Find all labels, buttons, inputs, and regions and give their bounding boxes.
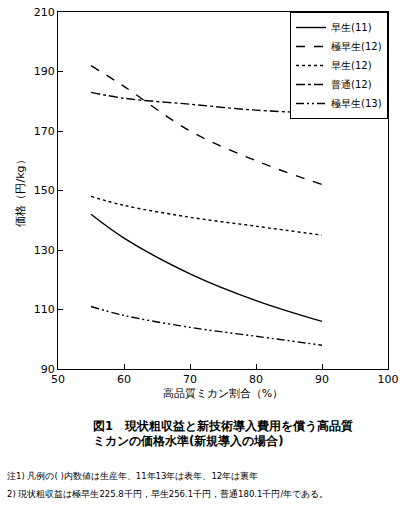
svg-text:普通(12): 普通(12) (331, 79, 372, 90)
svg-text:170: 170 (34, 125, 55, 138)
svg-text:80: 80 (249, 373, 263, 386)
svg-text:70: 70 (183, 373, 197, 386)
svg-text:価格（円/kg）: 価格（円/kg） (14, 154, 27, 226)
svg-text:90: 90 (315, 373, 329, 386)
svg-text:早生(12): 早生(12) (331, 60, 372, 71)
svg-text:210: 210 (34, 6, 55, 19)
svg-text:極早生(13): 極早生(13) (331, 98, 382, 109)
svg-text:注1) 凡例の( )内数値は生産年、11年13年は表年、12: 注1) 凡例の( )内数値は生産年、11年13年は表年、12年は裏年 (7, 471, 258, 481)
svg-text:150: 150 (34, 184, 55, 197)
svg-text:60: 60 (117, 373, 131, 386)
svg-text:高品質ミカン割合（%）: 高品質ミカン割合（%） (163, 387, 283, 400)
svg-text:100: 100 (378, 373, 399, 386)
svg-text:130: 130 (34, 244, 55, 257)
svg-text:図1 現状粗収益と新技術導入費用を償う高品質ミカンの価格水準: 図1 現状粗収益と新技術導入費用を償う高品質ミカンの価格水準(新規導入の場合) (93, 419, 353, 448)
svg-text:110: 110 (34, 303, 55, 316)
svg-text:50: 50 (51, 373, 65, 386)
svg-text:90: 90 (41, 363, 55, 376)
svg-text:極早生(12): 極早生(12) (331, 41, 382, 52)
svg-text:早生(11): 早生(11) (331, 22, 372, 33)
svg-text:190: 190 (34, 65, 55, 78)
svg-text:2) 現状粗収益は極早生225.8千円，早生256.1千円，: 2) 現状粗収益は極早生225.8千円，早生256.1千円，普通180.1千円/… (7, 489, 328, 499)
